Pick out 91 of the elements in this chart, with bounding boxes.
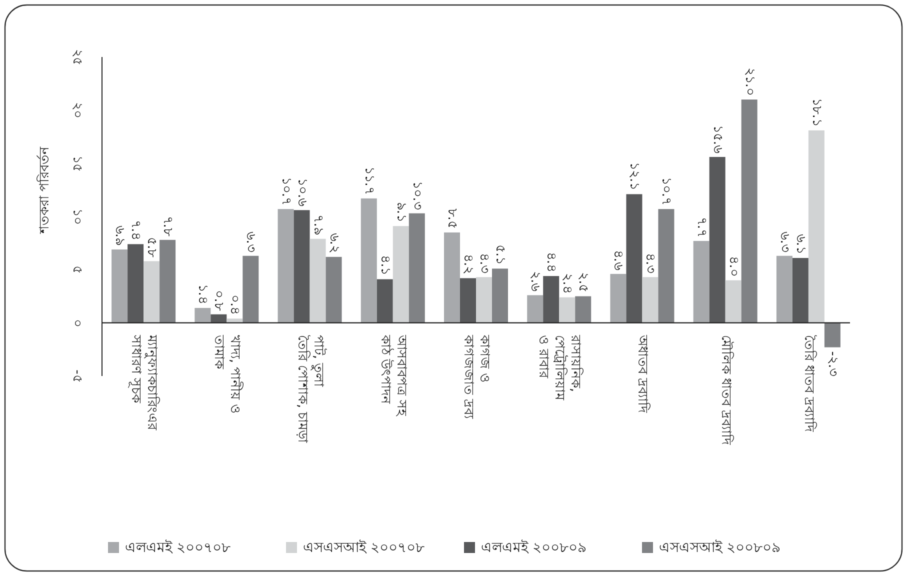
- data-label: ২১.০: [742, 67, 757, 96]
- x-tick-label: কাগজ ও কাগজজাত দ্রব্য: [460, 334, 492, 419]
- bar: [642, 277, 658, 323]
- y-tick-label: ৫: [70, 266, 84, 274]
- x-tick-label: আসবাবপত্র সহ কাঠ উৎপাদন: [377, 334, 408, 417]
- bar: [658, 209, 674, 323]
- bar: [160, 240, 176, 323]
- x-tick-label: পাট, তুলা তৈরি পোশাক, চামড়া: [294, 334, 326, 444]
- data-label: ১০.৩: [409, 181, 424, 210]
- data-label: ৬.৩: [776, 232, 792, 252]
- data-label: ৭.৮: [160, 216, 176, 237]
- bar: [610, 274, 626, 323]
- bar: [824, 322, 840, 348]
- y-axis-title: শতকরা পরিবর্তন: [36, 146, 52, 234]
- bar: [392, 226, 409, 323]
- y-tick-label: ১৫: [70, 155, 84, 172]
- bar: [476, 277, 492, 323]
- data-label: ৬.২: [326, 232, 342, 253]
- bar: [360, 198, 377, 323]
- x-tick-label: অধাতব দ্রব্যাদি: [634, 334, 651, 413]
- x-tick-label: খাদ্য, পানীয় ও তামাক: [211, 334, 244, 414]
- bar: [326, 256, 342, 323]
- data-label: ৬.১: [792, 234, 808, 254]
- bar: [559, 297, 576, 323]
- data-label: ৪.৪: [544, 252, 559, 272]
- data-label: ২.৬: [528, 271, 543, 292]
- y-tick-label: -৫: [70, 370, 84, 382]
- bar: [194, 308, 211, 323]
- bar: [242, 256, 259, 323]
- bar: [444, 232, 460, 323]
- data-label: ৪.৩: [642, 252, 658, 274]
- data-label: ১২.১: [626, 162, 642, 190]
- bar: [278, 209, 294, 323]
- data-label: ১০.৭: [278, 176, 294, 206]
- y-tick-label: ১০: [70, 208, 84, 224]
- bar: [543, 276, 560, 323]
- data-label: ১০.৬: [294, 178, 310, 208]
- data-label: ৭.৯: [310, 214, 326, 235]
- data-label: ৫.৮: [144, 237, 160, 258]
- data-label: ৫.১: [492, 244, 508, 265]
- bar: [575, 296, 592, 323]
- bar: [408, 213, 425, 323]
- data-label: ৭.৪: [128, 220, 144, 240]
- x-tick-label: ম্যানুফ্যাকচারিংএর সাধারণ সূচক: [128, 334, 160, 431]
- data-label: ০.৪: [227, 294, 242, 315]
- bar: [709, 156, 726, 323]
- bar: [460, 278, 476, 323]
- bar: [144, 261, 160, 323]
- x-tick-label: মৌলিক ধাতব দ্রব্যাদি: [718, 334, 734, 446]
- bar: [310, 238, 326, 323]
- y-tick-label: ২০: [70, 102, 84, 118]
- data-label: ১০.৭: [658, 176, 674, 206]
- data-label: ৪.০: [726, 256, 741, 276]
- bar: [808, 130, 824, 323]
- data-label: ১৫.৬: [710, 124, 725, 154]
- bar: [725, 280, 742, 323]
- data-label: -২.৩: [824, 351, 840, 376]
- legend-label: এসএসআই ২০০৮০৯: [659, 539, 780, 556]
- y-tick-label: ২৫: [70, 49, 84, 65]
- bar: [112, 249, 128, 323]
- legend-label: এলএমই ২০০৭০৮: [125, 539, 230, 556]
- data-label: ০.৮: [211, 290, 226, 312]
- data-label: ৯.১: [393, 202, 408, 222]
- data-label: ৪.৬: [610, 250, 626, 271]
- bar: [776, 256, 792, 323]
- bar: [693, 240, 710, 323]
- legend-label: এসএসআই ২০০৭০৮: [303, 539, 424, 556]
- y-tick-label: ০: [70, 318, 84, 327]
- data-label: ২.৫: [576, 272, 591, 292]
- bar: [792, 258, 808, 323]
- bar: [527, 295, 544, 323]
- data-label: ৪.১: [377, 255, 392, 276]
- data-label: ১.৪: [195, 284, 210, 304]
- data-label: ৪.৩: [476, 252, 492, 274]
- data-label: ১৮.১: [808, 98, 824, 126]
- bar: [492, 268, 508, 323]
- data-label: ৬.৩: [243, 232, 258, 252]
- bar: [626, 194, 642, 323]
- x-tick-label: রাসায়নিক, পেট্রোলিয়াম ও রাবার: [536, 334, 584, 401]
- data-label: ৬.৯: [112, 225, 128, 246]
- data-label: ৮.৫: [444, 208, 460, 228]
- data-label: ৪.২: [460, 254, 476, 274]
- bar: [376, 279, 393, 323]
- bar: [294, 210, 310, 323]
- bar: [741, 100, 758, 323]
- data-label: ২.৪: [560, 273, 575, 294]
- data-label: ৭.৭: [694, 216, 709, 237]
- x-tick-label: তৈরি ধাতব দ্রব্যাদি: [800, 334, 817, 432]
- legend-label: এলএমই ২০০৮০৯: [481, 539, 586, 556]
- data-label: ১১.৭: [361, 166, 376, 194]
- bar: [128, 244, 144, 323]
